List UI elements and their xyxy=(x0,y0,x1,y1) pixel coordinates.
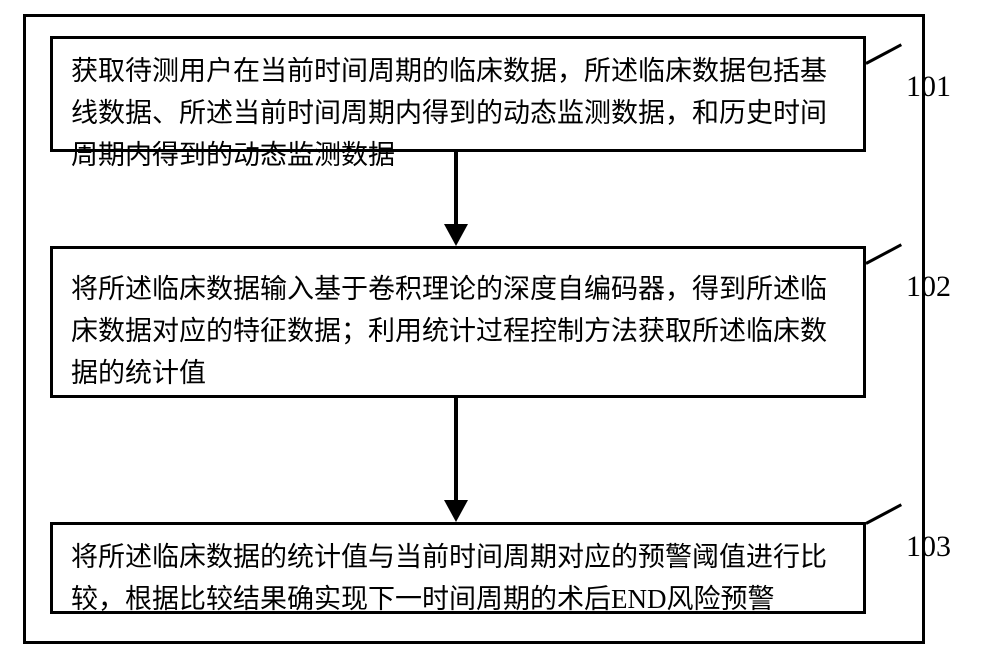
step-label-1: 101 xyxy=(906,70,951,104)
step-text-3: 将所述临床数据的统计值与当前时间周期对应的预警阈值进行比较，根据比较结果确实现下… xyxy=(71,537,845,621)
step-box-2: 将所述临床数据输入基于卷积理论的深度自编码器，得到所述临床数据对应的特征数据；利… xyxy=(50,246,866,398)
arrow-1-head xyxy=(444,224,468,246)
step-label-2: 102 xyxy=(906,270,951,304)
step-text-1: 获取待测用户在当前时间周期的临床数据，所述临床数据包括基线数据、所述当前时间周期… xyxy=(71,51,845,177)
arrow-2-line xyxy=(454,398,458,500)
step-box-3: 将所述临床数据的统计值与当前时间周期对应的预警阈值进行比较，根据比较结果确实现下… xyxy=(50,522,866,614)
step-label-3: 103 xyxy=(906,530,951,564)
arrow-2-head xyxy=(444,500,468,522)
step-text-2: 将所述临床数据输入基于卷积理论的深度自编码器，得到所述临床数据对应的特征数据；利… xyxy=(71,269,845,395)
arrow-1-line xyxy=(454,152,458,224)
step-box-1: 获取待测用户在当前时间周期的临床数据，所述临床数据包括基线数据、所述当前时间周期… xyxy=(50,36,866,152)
